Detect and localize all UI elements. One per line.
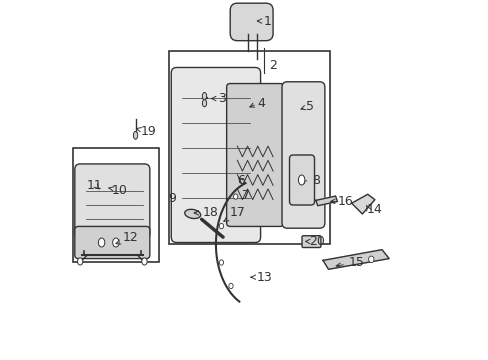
Bar: [73, 148, 159, 262]
Polygon shape: [351, 194, 374, 214]
Text: 17: 17: [224, 206, 245, 221]
Ellipse shape: [184, 209, 200, 219]
Text: 19: 19: [136, 125, 156, 138]
Ellipse shape: [112, 238, 119, 247]
Text: 20: 20: [305, 235, 325, 248]
Ellipse shape: [202, 100, 206, 107]
Text: 15: 15: [336, 256, 364, 269]
Ellipse shape: [298, 175, 304, 185]
Text: 9: 9: [168, 193, 176, 206]
Text: 13: 13: [250, 271, 272, 284]
Ellipse shape: [133, 131, 138, 139]
Text: 18: 18: [194, 206, 218, 219]
FancyBboxPatch shape: [289, 155, 314, 205]
Text: 3: 3: [211, 92, 225, 105]
Polygon shape: [323, 249, 388, 269]
Text: 11: 11: [86, 179, 102, 192]
FancyBboxPatch shape: [171, 67, 260, 243]
Ellipse shape: [98, 238, 104, 247]
Text: 1: 1: [257, 14, 271, 27]
FancyBboxPatch shape: [75, 164, 149, 239]
Text: 7: 7: [242, 189, 249, 202]
Text: 8: 8: [300, 174, 320, 186]
Ellipse shape: [202, 93, 206, 100]
Ellipse shape: [219, 224, 223, 229]
FancyBboxPatch shape: [230, 3, 272, 41]
Text: 2: 2: [268, 59, 276, 72]
Polygon shape: [315, 196, 337, 206]
Ellipse shape: [368, 256, 373, 262]
Bar: [169, 51, 329, 244]
FancyBboxPatch shape: [75, 226, 149, 258]
Text: 4: 4: [257, 97, 264, 110]
Ellipse shape: [142, 258, 147, 265]
Text: 6: 6: [236, 174, 244, 186]
Text: 16: 16: [337, 195, 353, 208]
Ellipse shape: [77, 258, 82, 265]
FancyBboxPatch shape: [226, 84, 283, 226]
Text: 12: 12: [116, 231, 139, 244]
FancyBboxPatch shape: [302, 236, 320, 248]
FancyBboxPatch shape: [282, 82, 324, 228]
Ellipse shape: [228, 283, 233, 289]
Text: 5: 5: [305, 100, 313, 113]
Text: 14: 14: [366, 203, 382, 216]
Text: 10: 10: [108, 184, 127, 197]
Ellipse shape: [233, 194, 237, 199]
Ellipse shape: [219, 260, 223, 265]
